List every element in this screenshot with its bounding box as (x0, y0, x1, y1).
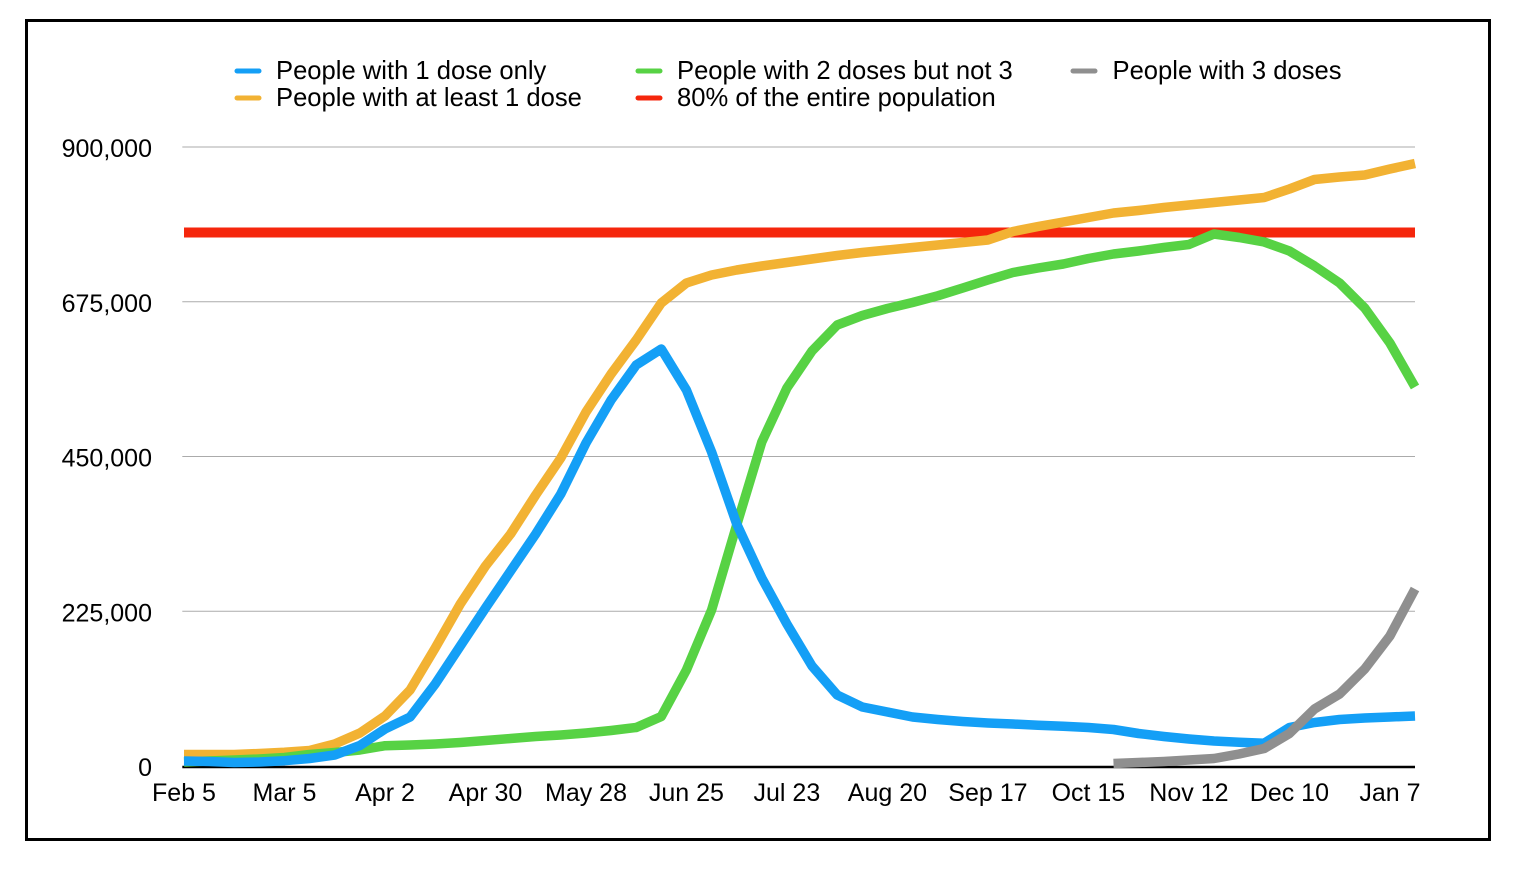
svg-text:Apr 2: Apr 2 (355, 779, 415, 807)
svg-text:People with 1 dose only: People with 1 dose only (276, 57, 547, 85)
svg-text:People with 2 doses but not 3: People with 2 doses but not 3 (677, 57, 1013, 85)
svg-text:Aug 20: Aug 20 (848, 779, 927, 807)
svg-text:Oct 15: Oct 15 (1052, 779, 1126, 807)
svg-text:Apr 30: Apr 30 (449, 779, 523, 807)
svg-text:80% of the entire population: 80% of the entire population (677, 84, 996, 112)
svg-text:225,000: 225,000 (62, 600, 152, 628)
svg-text:Dec 10: Dec 10 (1250, 779, 1329, 807)
svg-text:Jun 25: Jun 25 (649, 779, 724, 807)
svg-text:People with 3 doses: People with 3 doses (1113, 57, 1342, 85)
svg-text:0: 0 (138, 754, 152, 782)
svg-text:Mar 5: Mar 5 (253, 779, 317, 807)
svg-text:May 28: May 28 (545, 779, 627, 807)
svg-text:450,000: 450,000 (62, 445, 152, 473)
svg-text:Feb 5: Feb 5 (152, 779, 216, 807)
svg-text:Nov 12: Nov 12 (1149, 779, 1228, 807)
svg-text:675,000: 675,000 (62, 290, 152, 318)
svg-text:900,000: 900,000 (62, 135, 152, 163)
svg-text:Jan 7: Jan 7 (1359, 779, 1420, 807)
svg-text:Sep 17: Sep 17 (948, 779, 1027, 807)
svg-text:Jul 23: Jul 23 (754, 779, 821, 807)
svg-text:People with at least 1 dose: People with at least 1 dose (276, 84, 582, 112)
